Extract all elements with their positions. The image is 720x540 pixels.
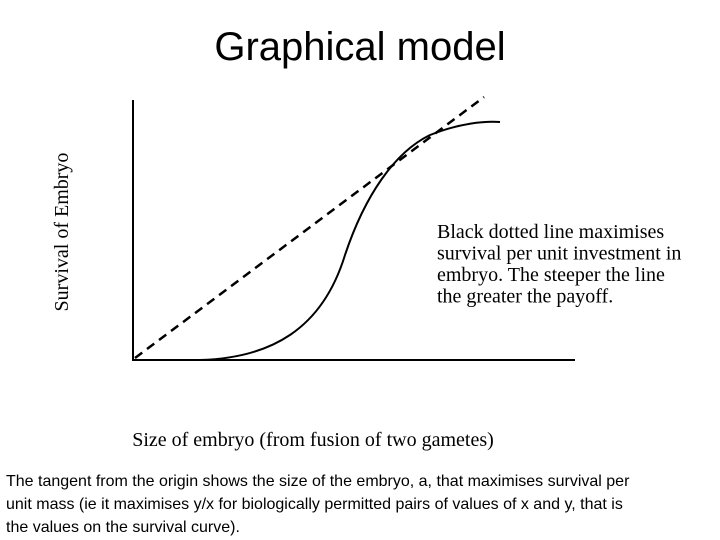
caption-line: the values on the survival curve). <box>6 519 240 536</box>
survival-curve <box>199 120 501 361</box>
title: Graphical model <box>214 25 505 69</box>
annotation-line: embryo. The steeper the line <box>437 264 665 286</box>
x-axis-label: Size of embryo (from fusion of two gamet… <box>132 429 494 451</box>
y-axis-label: Survival of Embryo <box>51 153 73 312</box>
caption: The tangent from the origin shows the si… <box>6 473 630 536</box>
annotation-line: the greater the payoff. <box>437 286 613 308</box>
caption-line: The tangent from the origin shows the si… <box>6 473 630 490</box>
annotation-line: Black dotted line maximises <box>437 221 664 243</box>
tangent-line <box>134 95 485 360</box>
caption-line: unit mass (ie it maximises y/x for biolo… <box>6 496 623 513</box>
annotation-line: survival per unit investment in <box>437 243 681 265</box>
